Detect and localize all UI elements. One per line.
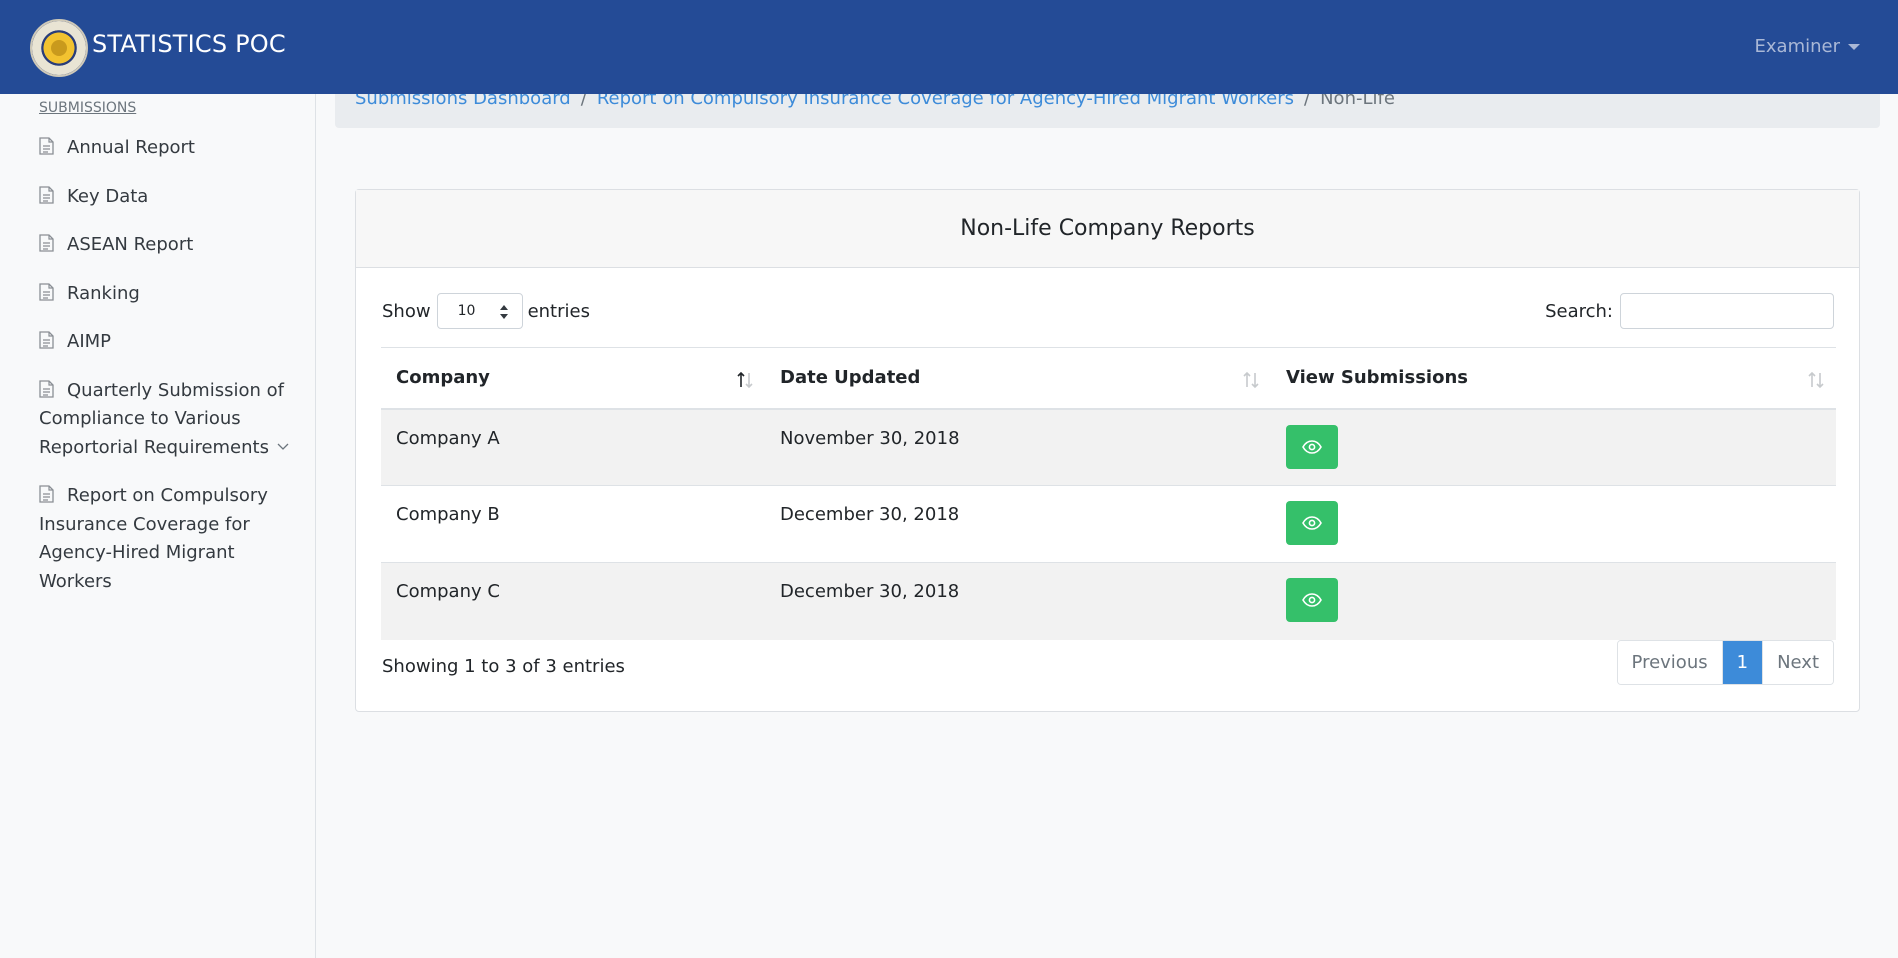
pagination-next[interactable]: Next — [1763, 641, 1833, 684]
table-row: Company C December 30, 2018 — [381, 562, 1836, 640]
view-submissions-cell — [1271, 562, 1836, 640]
document-icon — [39, 282, 54, 301]
sidebar-item-label: ASEAN Report — [67, 234, 194, 255]
entries-length-select[interactable]: 10 — [436, 293, 523, 329]
column-header-label: View Submissions — [1286, 367, 1468, 389]
view-submissions-cell — [1271, 485, 1836, 563]
company-cell: Company A — [381, 408, 765, 486]
document-icon — [39, 331, 54, 349]
user-dropdown-label: Examiner — [1754, 36, 1840, 57]
date-updated-cell: November 30, 2018 — [765, 408, 1271, 486]
entries-label: entries — [527, 300, 590, 322]
sort-icon — [1808, 371, 1824, 389]
column-header-view-submissions[interactable]: View Submissions — [1271, 347, 1836, 410]
table-info: Showing 1 to 3 of 3 entries — [382, 656, 625, 677]
chevron-down-icon[interactable] — [277, 443, 289, 451]
sidebar-item-label: Key Data — [67, 185, 149, 207]
top-navbar: STATISTICS POC Examiner — [0, 0, 1898, 94]
document-icon — [39, 137, 54, 155]
column-header-company[interactable]: Company — [381, 347, 765, 410]
company-cell: Company C — [381, 562, 765, 640]
view-submissions-button[interactable] — [1286, 578, 1338, 622]
sidebar-heading[interactable]: SUBMISSIONS — [39, 100, 137, 116]
date-updated-cell: December 30, 2018 — [765, 562, 1271, 640]
company-cell: Company B — [381, 485, 765, 563]
column-header-label: Date Updated — [780, 367, 921, 389]
table-row: Company A November 30, 2018 — [381, 408, 1836, 486]
table-row: Company B December 30, 2018 — [381, 485, 1836, 563]
view-submissions-button[interactable] — [1286, 501, 1338, 545]
select-arrows-icon — [499, 305, 508, 319]
breadcrumb-separator: / — [580, 88, 587, 109]
table-search: Search: — [1545, 293, 1834, 329]
sort-icon — [1243, 371, 1259, 389]
pagination-previous[interactable]: Previous — [1617, 641, 1723, 684]
breadcrumb-separator: / — [1304, 88, 1311, 109]
document-icon — [39, 485, 54, 503]
brand-title[interactable]: STATISTICS POC — [92, 30, 286, 58]
sidebar-item-aimp[interactable]: AIMP — [39, 328, 299, 357]
search-input[interactable] — [1620, 293, 1834, 329]
sidebar-item-annual-report[interactable]: Annual Report — [39, 134, 299, 163]
sidebar-item-ranking[interactable]: Ranking — [39, 280, 299, 309]
sidebar-nav: Annual Report Key Data ASEAN Report Rank… — [39, 134, 299, 616]
document-icon — [39, 185, 54, 204]
sidebar: SUBMISSIONS Annual Report Key Data ASEAN… — [0, 94, 316, 958]
column-header-date-updated[interactable]: Date Updated — [765, 347, 1271, 410]
company-reports-table: Company Date Updated View Submissions Co… — [381, 347, 1836, 640]
view-submissions-button[interactable] — [1286, 424, 1338, 469]
entries-length-control: Show 10 entries — [382, 293, 590, 329]
document-icon — [39, 234, 54, 252]
search-label: Search: — [1545, 300, 1613, 322]
sort-ascending-icon — [737, 371, 753, 389]
document-icon — [39, 379, 54, 398]
eye-icon — [1302, 516, 1322, 530]
sidebar-item-quarterly-submission[interactable]: Quarterly Submission of Compliance to Va… — [39, 377, 299, 463]
show-label: Show — [382, 300, 431, 322]
sidebar-item-compulsory-insurance-report[interactable]: Report on Compulsory Insurance Coverage … — [39, 482, 299, 596]
card-title: Non-Life Company Reports — [356, 190, 1859, 268]
sidebar-item-asean-report[interactable]: ASEAN Report — [39, 231, 299, 260]
view-submissions-cell — [1271, 408, 1836, 486]
sidebar-item-label: Annual Report — [67, 137, 195, 158]
date-updated-cell: December 30, 2018 — [765, 485, 1271, 563]
caret-down-icon — [1848, 43, 1860, 50]
sidebar-item-label: AIMP — [67, 331, 112, 352]
eye-icon — [1302, 593, 1322, 607]
column-header-label: Company — [396, 367, 490, 389]
sidebar-item-key-data[interactable]: Key Data — [39, 183, 299, 212]
sidebar-item-label: Quarterly Submission of Compliance to Va… — [39, 379, 284, 458]
user-dropdown[interactable]: Examiner — [1755, 36, 1860, 57]
agency-seal-logo[interactable] — [30, 19, 88, 77]
company-reports-card: Non-Life Company Reports Show 10 entries… — [355, 189, 1860, 712]
sidebar-item-label: Ranking — [67, 282, 140, 304]
eye-icon — [1302, 439, 1322, 454]
pagination: Previous 1 Next — [1616, 640, 1834, 685]
pagination-page-current[interactable]: 1 — [1722, 641, 1764, 684]
sidebar-item-label: Report on Compulsory Insurance Coverage … — [39, 485, 268, 592]
entries-length-value: 10 — [457, 303, 476, 319]
table-header-row: Company Date Updated View Submissions — [381, 347, 1836, 410]
